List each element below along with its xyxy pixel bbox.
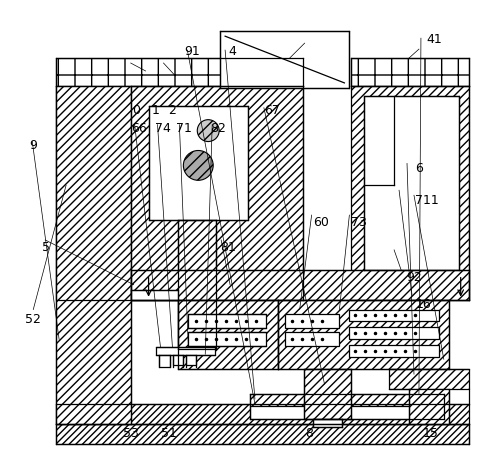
Text: 92: 92 <box>406 271 422 284</box>
Text: 6: 6 <box>415 162 423 175</box>
Text: 15: 15 <box>423 427 439 440</box>
Text: 81: 81 <box>220 241 236 254</box>
Bar <box>351 86 468 300</box>
Text: 5: 5 <box>42 241 50 254</box>
Text: 82: 82 <box>210 122 226 135</box>
Bar <box>56 424 468 444</box>
Bar <box>250 394 444 406</box>
Circle shape <box>197 119 219 142</box>
Bar <box>409 389 449 424</box>
Bar <box>179 300 278 369</box>
Bar <box>131 290 179 300</box>
Bar <box>220 31 349 88</box>
Text: 0: 0 <box>132 104 140 117</box>
Bar <box>173 355 183 365</box>
Bar <box>179 220 216 349</box>
Bar <box>188 332 266 346</box>
Text: 74: 74 <box>155 122 170 135</box>
Text: 60: 60 <box>314 216 329 229</box>
Bar <box>148 106 248 220</box>
Text: 52: 52 <box>25 313 41 326</box>
Bar <box>56 58 303 86</box>
Bar <box>159 355 170 367</box>
Bar <box>131 270 468 300</box>
Bar <box>285 332 340 346</box>
Bar <box>56 86 131 300</box>
Bar <box>278 300 449 369</box>
Bar <box>285 314 340 328</box>
Bar <box>250 406 444 419</box>
Bar <box>56 404 468 424</box>
Text: 66: 66 <box>131 122 146 135</box>
Circle shape <box>183 150 213 180</box>
Bar <box>364 96 459 270</box>
Text: 41: 41 <box>426 33 442 46</box>
Text: 1: 1 <box>152 104 160 117</box>
Text: 711: 711 <box>415 194 439 206</box>
Text: 67: 67 <box>264 104 280 117</box>
Text: 4: 4 <box>228 44 236 57</box>
Bar <box>131 86 303 300</box>
Bar <box>349 310 439 321</box>
Text: 2: 2 <box>168 104 176 117</box>
Bar <box>349 327 439 339</box>
Bar <box>56 86 131 424</box>
Text: 16: 16 <box>416 298 432 311</box>
Text: 91: 91 <box>184 44 200 57</box>
Text: 9: 9 <box>29 139 37 152</box>
Text: 73: 73 <box>351 216 367 229</box>
Text: 8: 8 <box>305 427 314 440</box>
Bar <box>186 355 196 365</box>
Bar <box>304 369 351 419</box>
Bar <box>156 347 215 355</box>
Bar <box>351 58 468 86</box>
Text: 51: 51 <box>161 427 176 440</box>
Bar <box>188 314 266 328</box>
Bar <box>349 345 439 357</box>
Text: 71: 71 <box>177 122 192 135</box>
Bar <box>389 369 468 389</box>
Bar <box>313 419 343 427</box>
Text: 53: 53 <box>123 427 139 440</box>
